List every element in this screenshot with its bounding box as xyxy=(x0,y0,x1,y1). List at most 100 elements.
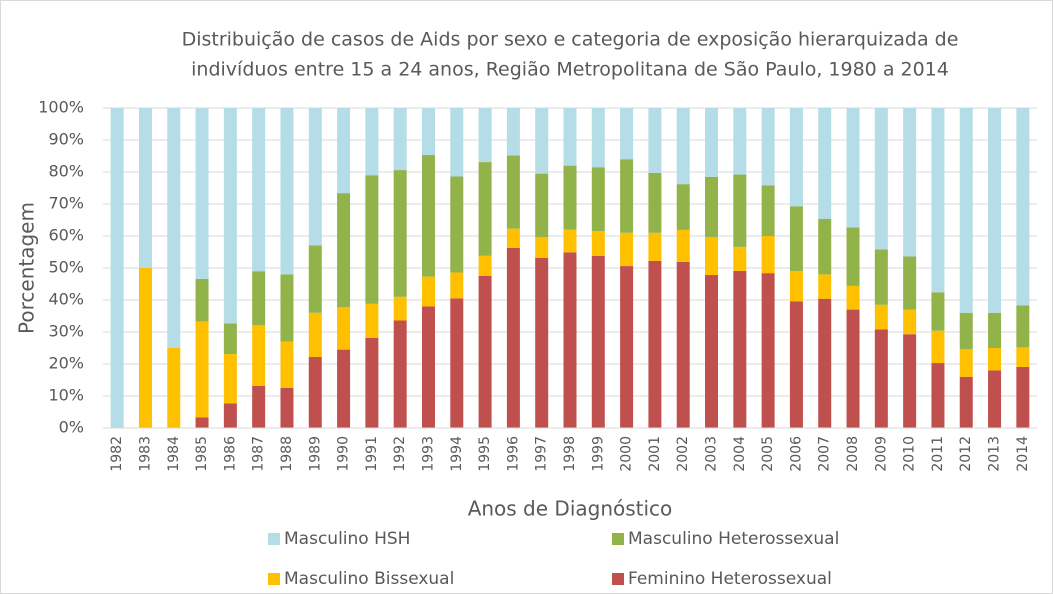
bar-segment xyxy=(535,108,549,174)
bar-segment xyxy=(167,108,181,348)
bar-segment xyxy=(733,270,747,428)
bar-segment xyxy=(818,274,832,299)
x-tick-label: 1998 xyxy=(562,436,578,472)
bar-segment xyxy=(478,255,492,276)
bar-segment xyxy=(591,231,605,256)
x-tick-label: 2008 xyxy=(845,436,861,472)
bar-segment xyxy=(988,348,1002,371)
bar-segment xyxy=(648,172,662,233)
bar-segment xyxy=(591,167,605,232)
bar-segment xyxy=(478,276,492,428)
bar-segment xyxy=(535,237,549,258)
bar-segment xyxy=(308,312,322,357)
bar-segment xyxy=(988,312,1002,348)
bar-segment xyxy=(223,354,237,404)
bar-segment xyxy=(421,306,435,428)
bar-segment xyxy=(959,312,973,350)
x-tick-label: 2000 xyxy=(619,436,635,472)
bar-segment xyxy=(818,298,832,428)
bar-segment xyxy=(138,268,152,428)
legend-swatch xyxy=(268,573,280,585)
bar-segment xyxy=(1016,305,1030,348)
bar-segment xyxy=(620,108,634,160)
bar-segment xyxy=(280,341,294,388)
x-tick-label: 1997 xyxy=(534,436,550,472)
bar-segment xyxy=(280,388,294,428)
bar-segment xyxy=(450,272,464,299)
bar-segment xyxy=(252,385,266,428)
bar-segment xyxy=(591,255,605,428)
bar-segment xyxy=(789,206,803,272)
bar-segment xyxy=(393,320,407,428)
x-tick-label: 1990 xyxy=(336,436,352,472)
x-tick-label: 2011 xyxy=(930,436,946,472)
y-tick-label: 10% xyxy=(48,386,84,405)
x-tick-label: 2010 xyxy=(902,436,918,472)
bar-segment xyxy=(846,309,860,428)
x-tick-label: 1999 xyxy=(590,436,606,472)
legend-swatch xyxy=(612,573,624,585)
bar-segment xyxy=(280,108,294,275)
x-tick-label: 2013 xyxy=(987,436,1003,472)
bar-segment xyxy=(789,301,803,428)
bar-segment xyxy=(988,370,1002,428)
bar-segment xyxy=(252,325,266,386)
x-tick-label: 2004 xyxy=(732,436,748,472)
x-tick-label: 1996 xyxy=(505,436,521,472)
bar-segment xyxy=(648,108,662,173)
bar-segment xyxy=(421,108,435,156)
bar-segment xyxy=(761,185,775,236)
bar-segment xyxy=(280,274,294,342)
bar-segment xyxy=(903,108,917,257)
bar-segment xyxy=(195,108,209,279)
x-tick-label: 1994 xyxy=(449,436,465,472)
x-tick-label: 2014 xyxy=(1015,436,1031,472)
y-tick-label: 100% xyxy=(38,98,84,117)
bar-segment xyxy=(959,349,973,377)
x-tick-label: 1982 xyxy=(109,436,125,472)
bar-segment xyxy=(110,108,124,428)
bar-segment xyxy=(620,266,634,428)
bar-segment xyxy=(676,184,690,230)
legend-label: Feminino Heterossexual xyxy=(628,569,832,589)
bar-segment xyxy=(308,108,322,246)
x-tick-label: 1985 xyxy=(194,436,210,472)
chart-title: Distribuição de casos de Aids por sexo e… xyxy=(182,29,959,51)
bar-segment xyxy=(563,252,577,428)
bar-segment xyxy=(733,246,747,271)
bar-segment xyxy=(846,285,860,310)
legend-swatch xyxy=(612,533,624,545)
bar-segment xyxy=(563,229,577,253)
x-tick-label: 2006 xyxy=(788,436,804,472)
bar-segment xyxy=(535,173,549,238)
y-tick-label: 40% xyxy=(48,290,84,309)
bar-segment xyxy=(563,108,577,166)
bar-segment xyxy=(223,108,237,324)
y-tick-label: 80% xyxy=(48,162,84,181)
bar-segment xyxy=(676,108,690,185)
bar-segment xyxy=(252,108,266,272)
y-tick-label: 90% xyxy=(48,130,84,149)
bar-segment xyxy=(705,108,719,177)
bar-segment xyxy=(931,292,945,331)
bar-segment xyxy=(1016,366,1030,428)
bar-segment xyxy=(252,271,266,326)
bar-segment xyxy=(393,170,407,297)
bar-segment xyxy=(506,247,520,428)
legend-label: Masculino HSH xyxy=(284,529,410,549)
x-tick-label: 1984 xyxy=(166,436,182,472)
x-tick-label: 1988 xyxy=(279,436,295,472)
bar-segment xyxy=(337,307,351,350)
bar-segment xyxy=(705,176,719,237)
x-tick-label: 2002 xyxy=(675,436,691,472)
x-tick-label: 1995 xyxy=(477,436,493,472)
bar-segment xyxy=(733,174,747,247)
y-tick-label: 50% xyxy=(48,258,84,277)
bar-segment xyxy=(478,162,492,256)
bar-segment xyxy=(1016,108,1030,306)
y-tick-label: 20% xyxy=(48,354,84,373)
legend-label: Masculino Bissexual xyxy=(284,569,454,589)
bar-segment xyxy=(365,337,379,428)
bar-segment xyxy=(874,329,888,428)
